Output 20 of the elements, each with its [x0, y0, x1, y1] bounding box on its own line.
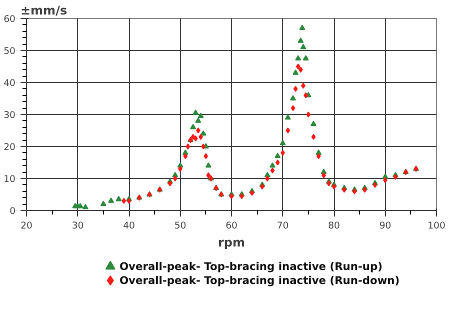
- x-tick-label: 80: [328, 220, 340, 232]
- x-tick-label: 90: [379, 220, 392, 232]
- legend-label: Overall-peak- Top-bracing inactive (Run-up): [119, 260, 382, 273]
- y-tick-label: 40: [4, 78, 16, 89]
- y-tick-label: 50: [4, 46, 16, 57]
- x-tick-label: 70: [276, 220, 289, 232]
- x-tick-label: 60: [226, 220, 238, 232]
- y-tick-label: 60: [4, 14, 16, 25]
- y-tick-label: 30: [4, 110, 16, 121]
- legend-label: Overall-peak- Top-bracing inactive (Run-down): [119, 274, 400, 287]
- x-axis-title: rpm: [218, 236, 246, 250]
- x-tick-label: 100: [428, 220, 446, 232]
- y-tick-label: 10: [4, 174, 16, 185]
- y-tick-label: 0: [10, 206, 16, 217]
- x-tick-label: 20: [20, 220, 32, 232]
- x-tick-label: 40: [123, 220, 135, 232]
- x-tick-label: 30: [72, 220, 84, 232]
- y-tick-label: 20: [4, 142, 16, 153]
- x-tick-label: 50: [174, 220, 186, 232]
- y-axis-title: ±mm/s: [20, 4, 68, 18]
